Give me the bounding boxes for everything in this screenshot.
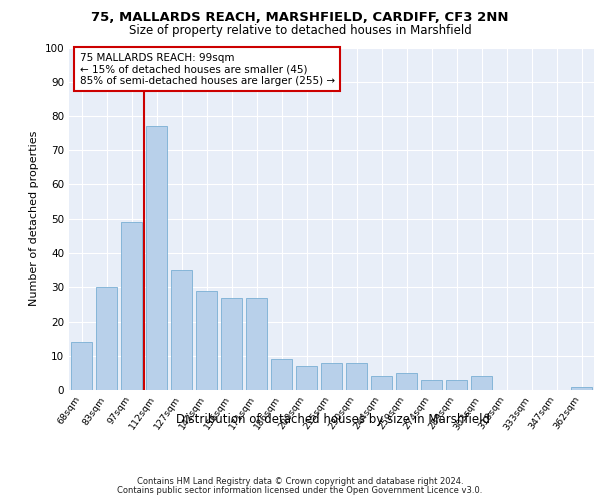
Bar [471, 376, 492, 390]
Bar [171, 270, 192, 390]
Bar [396, 373, 417, 390]
Text: Contains public sector information licensed under the Open Government Licence v3: Contains public sector information licen… [118, 486, 482, 495]
Bar [271, 359, 292, 390]
Text: 75, MALLARDS REACH, MARSHFIELD, CARDIFF, CF3 2NN: 75, MALLARDS REACH, MARSHFIELD, CARDIFF,… [91, 11, 509, 24]
Bar [96, 287, 117, 390]
Text: Size of property relative to detached houses in Marshfield: Size of property relative to detached ho… [128, 24, 472, 37]
Bar [146, 126, 167, 390]
Bar [296, 366, 317, 390]
Bar [71, 342, 92, 390]
Bar [421, 380, 442, 390]
Bar [121, 222, 142, 390]
Y-axis label: Number of detached properties: Number of detached properties [29, 131, 39, 306]
Text: Distribution of detached houses by size in Marshfield: Distribution of detached houses by size … [176, 412, 490, 426]
Bar [246, 298, 267, 390]
Bar [346, 362, 367, 390]
Bar [221, 298, 242, 390]
Bar [196, 290, 217, 390]
Text: 75 MALLARDS REACH: 99sqm
← 15% of detached houses are smaller (45)
85% of semi-d: 75 MALLARDS REACH: 99sqm ← 15% of detach… [79, 52, 335, 86]
Bar [321, 362, 342, 390]
Bar [446, 380, 467, 390]
Bar [371, 376, 392, 390]
Text: Contains HM Land Registry data © Crown copyright and database right 2024.: Contains HM Land Registry data © Crown c… [137, 477, 463, 486]
Bar [571, 386, 592, 390]
